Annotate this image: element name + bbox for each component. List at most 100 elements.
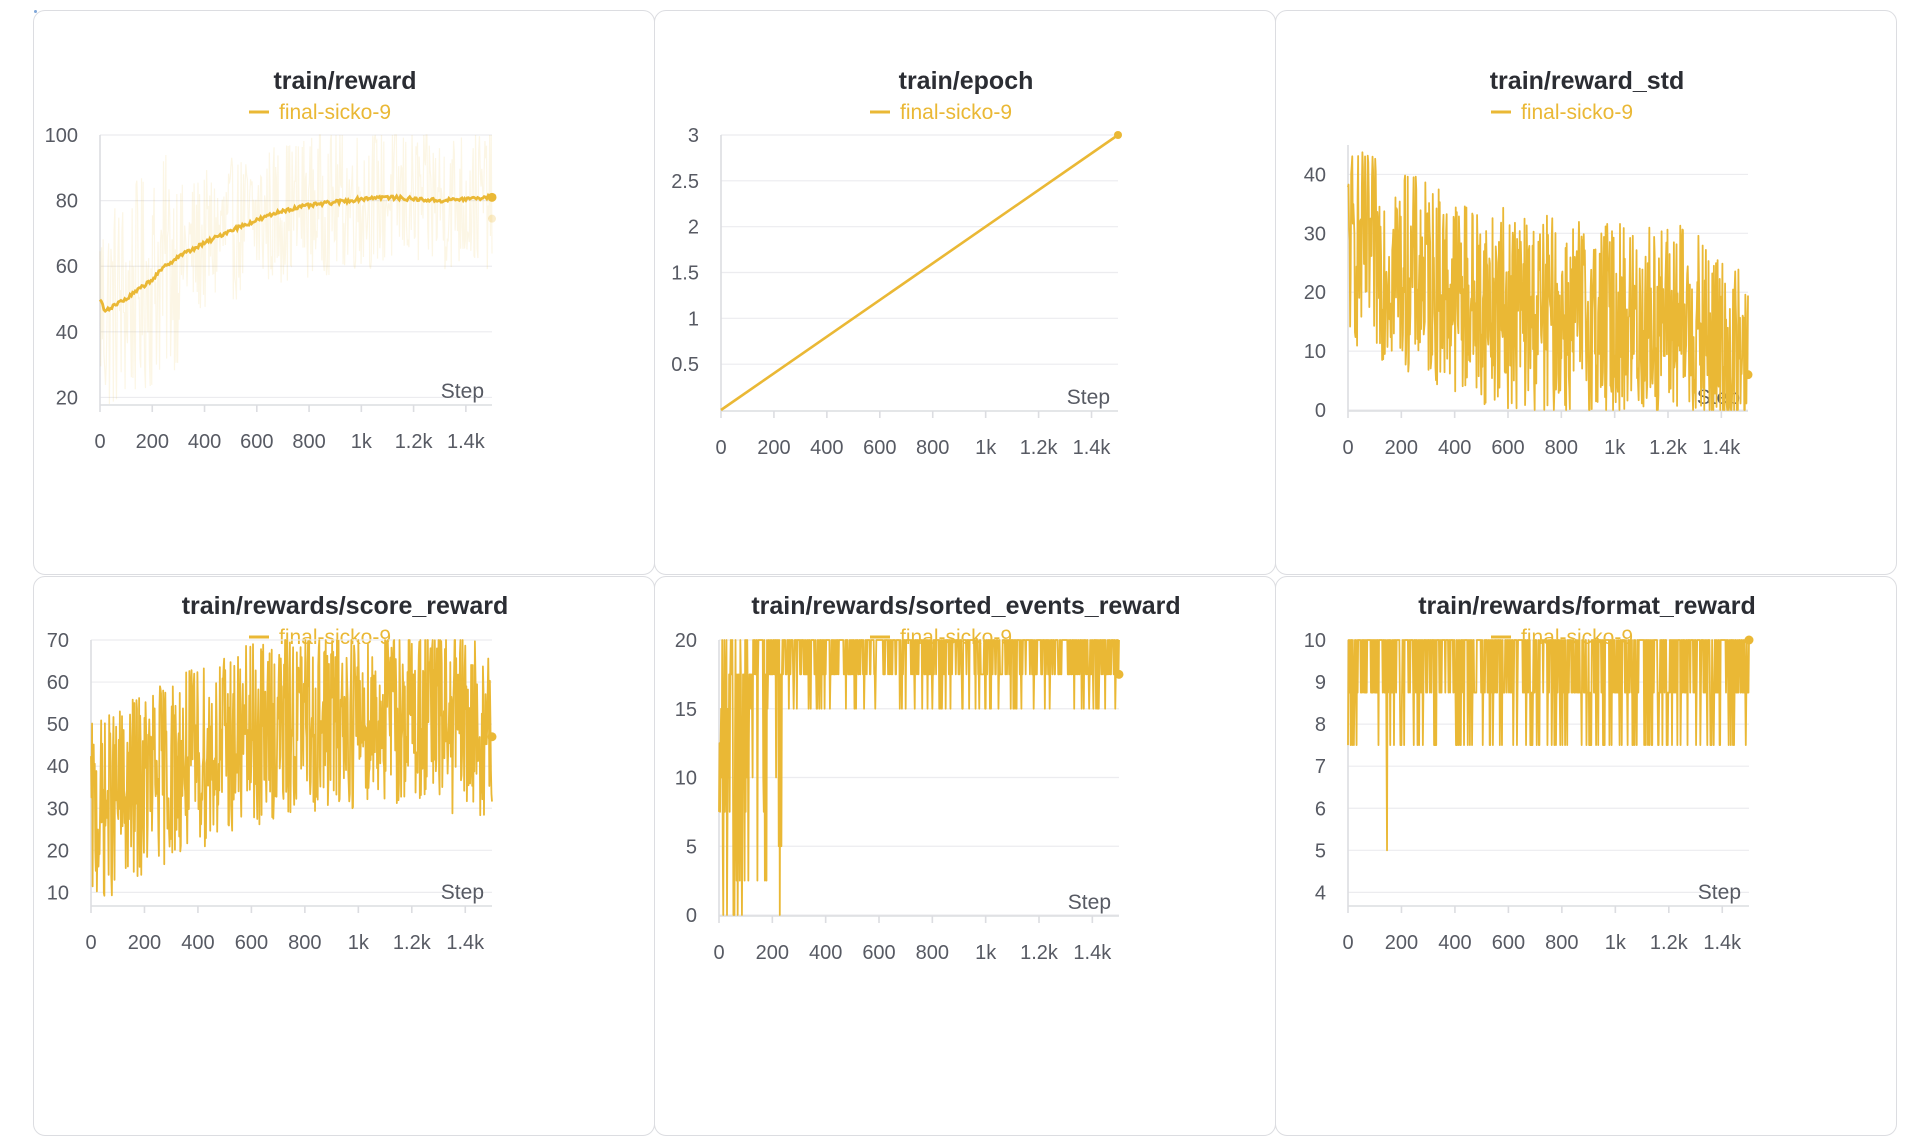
- x-tick-label: 200: [128, 932, 161, 954]
- y-tick-label: 5: [686, 836, 697, 858]
- y-tick-label: 70: [47, 630, 69, 652]
- y-tick-label: 10: [675, 768, 697, 790]
- y-tick-label: 5: [1315, 840, 1326, 862]
- x-tick-label: 0: [94, 431, 105, 453]
- chart-legend: final-sicko-9: [1491, 101, 1633, 124]
- series-end-point: [487, 192, 497, 202]
- y-tick-label: 8: [1315, 714, 1326, 736]
- x-tick-label: 1.4k: [1702, 437, 1741, 459]
- panel-train-reward-std[interactable]: train/reward_std final-sicko-9 0 10 20 30 40 0 2…: [1275, 10, 1897, 575]
- x-axis-label: Step: [1698, 881, 1741, 904]
- x-tick-label: 800: [292, 431, 325, 453]
- x-tick-label: 400: [188, 431, 221, 453]
- y-tick-label: 30: [47, 798, 69, 820]
- y-tick-label: 1.5: [671, 263, 699, 285]
- x-tick-label: 1k: [975, 437, 997, 459]
- x-tick-label: 0: [1342, 932, 1353, 954]
- chart-legend: final-sicko-9: [249, 626, 391, 649]
- x-tick-label: 600: [240, 431, 273, 453]
- x-tick-label: 800: [916, 942, 949, 964]
- panel-sorted-events-reward[interactable]: train/rewards/sorted_events_reward final-…: [654, 576, 1276, 1136]
- x-tick-label: 200: [136, 431, 169, 453]
- series-end-point: [1744, 635, 1754, 645]
- y-tick-label: 10: [47, 882, 69, 904]
- panel-train-epoch[interactable]: train/epoch final-sicko-9 0.5 1 1.5 2 2.5 3 0 200…: [654, 10, 1276, 575]
- x-tick-label: 800: [1545, 437, 1578, 459]
- x-tick-label: 1.2k: [1020, 437, 1059, 459]
- panel-score-reward[interactable]: train/rewards/score_reward final-sicko-9 1…: [33, 576, 655, 1136]
- chart-legend: final-sicko-9: [870, 101, 1012, 124]
- x-tick-label: 800: [916, 437, 949, 459]
- x-tick-label: 600: [863, 437, 896, 459]
- x-tick-label: 1k: [1604, 437, 1626, 459]
- series-line: [1347, 151, 1749, 411]
- series-line: [1347, 639, 1750, 852]
- x-tick-label: 1k: [348, 932, 370, 954]
- x-tick-label: 400: [809, 942, 842, 964]
- x-tick-label: 200: [757, 437, 790, 459]
- y-tick-label: 0.5: [671, 354, 699, 376]
- chart-format-reward: train/rewards/format_rewardfinal-sicko-9…: [1304, 592, 1756, 954]
- x-tick-label: 0: [715, 437, 726, 459]
- x-tick-label: 1.2k: [1649, 437, 1688, 459]
- y-tick-label: 6: [1315, 798, 1326, 820]
- y-tick-label: 20: [47, 840, 69, 862]
- panel-format-reward[interactable]: train/rewards/format_reward final-sicko-9…: [1275, 576, 1897, 1136]
- panel-train-reward[interactable]: train/reward final-sicko-9 20 40 60 80 100 0 200…: [33, 10, 655, 575]
- y-tick-label: 20: [675, 630, 697, 652]
- y-tick-label: 100: [45, 125, 78, 147]
- y-tick-label: 7: [1315, 756, 1326, 778]
- corner-marker: [34, 10, 37, 13]
- x-axis-label: Step: [1068, 891, 1111, 914]
- chart-sorted-events-reward: train/rewards/sorted_events_rewardfinal-…: [675, 592, 1181, 964]
- x-tick-label: 200: [1385, 437, 1418, 459]
- x-tick-label: 0: [713, 942, 724, 964]
- series-raw-line: [99, 134, 493, 405]
- x-tick-label: 1.4k: [447, 431, 486, 453]
- y-tick-label: 9: [1315, 672, 1326, 694]
- y-tick-label: 40: [1304, 164, 1326, 186]
- y-tick-label: 0: [686, 905, 697, 927]
- x-tick-label: 200: [756, 942, 789, 964]
- x-tick-label: 1k: [1605, 932, 1627, 954]
- series-end-point: [1114, 131, 1122, 139]
- x-tick-label: 800: [1545, 932, 1578, 954]
- x-tick-label: 0: [85, 932, 96, 954]
- y-tick-label: 2: [688, 217, 699, 239]
- chart-title: train/rewards/format_reward: [1418, 592, 1756, 620]
- x-tick-label: 1.4k: [446, 932, 485, 954]
- legend-label: final-sicko-9: [279, 101, 391, 124]
- y-tick-label: 50: [47, 714, 69, 736]
- chart-title: train/rewards/sorted_events_reward: [751, 592, 1180, 620]
- chart-score-reward: train/rewards/score_reward final-sicko-9 1…: [47, 592, 509, 954]
- x-tick-label: 1.2k: [1020, 942, 1059, 964]
- series-end-point: [1114, 669, 1124, 679]
- x-tick-label: 1.4k: [1073, 942, 1112, 964]
- legend-label: final-sicko-9: [900, 101, 1012, 124]
- y-tick-label: 10: [1304, 341, 1326, 363]
- y-tick-label: 60: [56, 256, 78, 278]
- series-line: [718, 639, 1120, 916]
- y-tick-label: 4: [1315, 882, 1326, 904]
- series-end-point: [487, 732, 497, 742]
- x-tick-label: 600: [235, 932, 268, 954]
- y-tick-label: 60: [47, 672, 69, 694]
- x-tick-label: 600: [1492, 932, 1525, 954]
- x-tick-label: 600: [1491, 437, 1524, 459]
- y-tick-label: 30: [1304, 223, 1326, 245]
- x-tick-label: 1.2k: [393, 932, 432, 954]
- chart-title: train/epoch: [899, 67, 1034, 95]
- x-tick-label: 400: [810, 437, 843, 459]
- y-tick-label: 40: [56, 322, 78, 344]
- y-tick-label: 15: [675, 699, 697, 721]
- y-tick-label: 10: [1304, 630, 1326, 652]
- x-tick-label: 400: [1438, 932, 1471, 954]
- x-tick-label: 1k: [351, 431, 373, 453]
- series-smoothed-line: [98, 192, 493, 313]
- y-tick-label: 2.5: [671, 171, 699, 193]
- x-tick-label: 800: [288, 932, 321, 954]
- y-tick-label: 20: [1304, 282, 1326, 304]
- chart-title: train/rewards/score_reward: [182, 592, 509, 620]
- x-tick-label: 200: [1385, 932, 1418, 954]
- series-end-point: [1743, 370, 1753, 380]
